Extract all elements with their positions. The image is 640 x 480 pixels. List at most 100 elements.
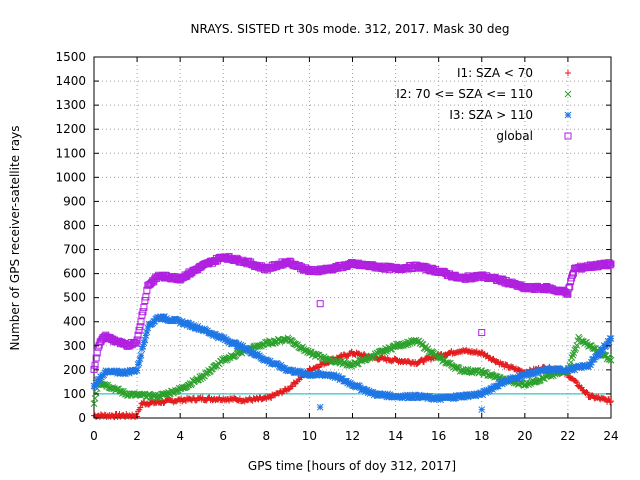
y-tick-label: 800 [63,218,86,232]
data-point [189,323,197,331]
x-axis: 0 2 4 6 8 10 12 14 16 18 20 22 24 [90,57,619,443]
y-tick-label: 100 [63,387,86,401]
data-point [198,372,206,380]
data-point [137,351,145,359]
data-point [364,389,372,397]
data-point [137,404,144,411]
data-point [453,363,461,371]
x-tick-label: 2 [133,429,141,443]
data-point [411,391,419,399]
data-point [514,375,522,382]
data-point [565,284,573,292]
data-point [587,361,594,369]
data-point [404,341,412,348]
x-tick-label: 8 [263,429,271,443]
data-point [140,339,148,347]
data-point [356,382,363,390]
data-point [403,393,410,401]
data-point [487,372,494,380]
x-tick-label: 16 [431,429,446,443]
data-point [566,366,574,374]
y-axis: 0 100 200 300 400 500 600 700 800 900 1000 1100 1200… [55,50,611,425]
y-tick-label: 1100 [55,146,86,160]
data-point [134,331,142,339]
legend-marker [564,111,572,119]
data-point [363,386,371,394]
data-point [121,370,129,378]
legend-label: global [496,129,533,143]
data-point [573,379,580,386]
outlier-point [478,329,486,337]
data-point [185,320,193,327]
x-tick-label: 24 [603,429,618,443]
data-point [583,388,590,395]
data-point [567,364,575,372]
x-tick-label: 12 [345,429,360,443]
legend-marker [564,90,572,98]
data-point [138,345,146,353]
y-tick-label: 700 [63,243,86,257]
legend-label: I1: SZA < 70 [457,66,533,80]
x-tick-label: 20 [517,429,532,443]
data-point [436,354,443,361]
data-point [139,343,147,350]
data-point [584,389,591,396]
data-point [569,351,577,359]
data-point [603,355,611,363]
data-point [139,308,147,316]
data-point [471,367,479,374]
data-point [360,385,368,393]
legend-item: global [496,129,572,143]
data-point [608,398,614,405]
x-tick-label: 6 [219,429,227,443]
data-point [421,345,429,353]
data-point [178,317,186,325]
data-point [479,391,487,399]
y-tick-label: 1300 [55,98,86,112]
data-point [495,382,502,390]
legend-item: I3: SZA > 110 [449,108,572,122]
data-point [353,383,360,391]
data-point [486,387,493,395]
data-point [607,335,615,342]
data-point [420,359,427,366]
outliers [316,300,486,413]
y-axis-label: Number of GPS receiver-satellite rays [8,126,22,351]
y-tick-label: 300 [63,339,86,353]
data-point [345,379,352,386]
data-point [426,392,434,400]
series-layer [90,253,615,421]
data-point [274,361,282,368]
legend-label: I2: 70 <= SZA <= 110 [396,87,533,101]
data-point [237,341,245,349]
data-point [607,399,614,406]
data-point [589,392,596,399]
data-point [235,340,243,348]
data-point [497,378,505,385]
x-tick-label: 10 [302,429,317,443]
data-point [333,372,341,380]
data-point [135,359,143,367]
data-point [409,394,417,402]
data-point [90,400,98,408]
data-point [93,380,101,388]
data-point [595,351,603,359]
data-point [136,323,144,331]
x-tick-label: 4 [176,429,184,443]
data-point [91,394,99,402]
data-point [607,260,615,268]
data-point [566,283,574,291]
y-tick-label: 400 [63,315,86,329]
data-point [403,391,411,399]
x-tick-label: 0 [90,429,98,443]
data-point [142,332,150,339]
data-point [365,387,373,395]
y-tick-label: 200 [63,363,86,377]
y-tick-label: 1200 [55,122,86,136]
series-4 [90,253,615,373]
series-3 [90,313,615,404]
legend-item: I1: SZA < 70 [457,66,571,80]
x-tick-label: 18 [474,429,489,443]
x-tick-label: 14 [388,429,403,443]
